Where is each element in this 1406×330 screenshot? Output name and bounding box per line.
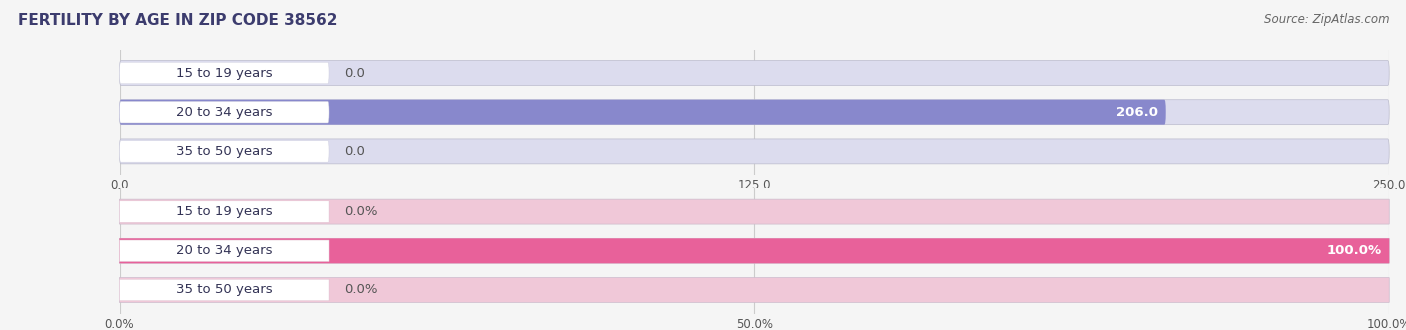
- FancyBboxPatch shape: [120, 60, 1389, 85]
- FancyBboxPatch shape: [120, 199, 1389, 224]
- FancyBboxPatch shape: [120, 201, 329, 222]
- FancyBboxPatch shape: [120, 139, 1389, 164]
- FancyBboxPatch shape: [120, 100, 1166, 125]
- FancyBboxPatch shape: [120, 238, 1389, 263]
- FancyBboxPatch shape: [120, 100, 1389, 125]
- Text: 0.0: 0.0: [344, 67, 366, 80]
- Text: 20 to 34 years: 20 to 34 years: [176, 244, 273, 257]
- Text: 20 to 34 years: 20 to 34 years: [176, 106, 273, 119]
- Text: 0.0%: 0.0%: [344, 205, 378, 218]
- Text: 100.0%: 100.0%: [1326, 244, 1382, 257]
- FancyBboxPatch shape: [120, 141, 329, 162]
- Text: 0.0%: 0.0%: [344, 283, 378, 296]
- Text: 206.0: 206.0: [1116, 106, 1159, 119]
- Text: 35 to 50 years: 35 to 50 years: [176, 145, 273, 158]
- FancyBboxPatch shape: [120, 278, 1389, 303]
- Text: Source: ZipAtlas.com: Source: ZipAtlas.com: [1264, 13, 1389, 26]
- Text: 15 to 19 years: 15 to 19 years: [176, 67, 273, 80]
- Text: FERTILITY BY AGE IN ZIP CODE 38562: FERTILITY BY AGE IN ZIP CODE 38562: [18, 13, 337, 28]
- Text: 15 to 19 years: 15 to 19 years: [176, 205, 273, 218]
- Text: 35 to 50 years: 35 to 50 years: [176, 283, 273, 296]
- Text: 0.0: 0.0: [344, 145, 366, 158]
- FancyBboxPatch shape: [120, 62, 329, 84]
- FancyBboxPatch shape: [120, 240, 329, 262]
- FancyBboxPatch shape: [120, 101, 329, 123]
- FancyBboxPatch shape: [120, 279, 329, 301]
- FancyBboxPatch shape: [120, 238, 1389, 263]
